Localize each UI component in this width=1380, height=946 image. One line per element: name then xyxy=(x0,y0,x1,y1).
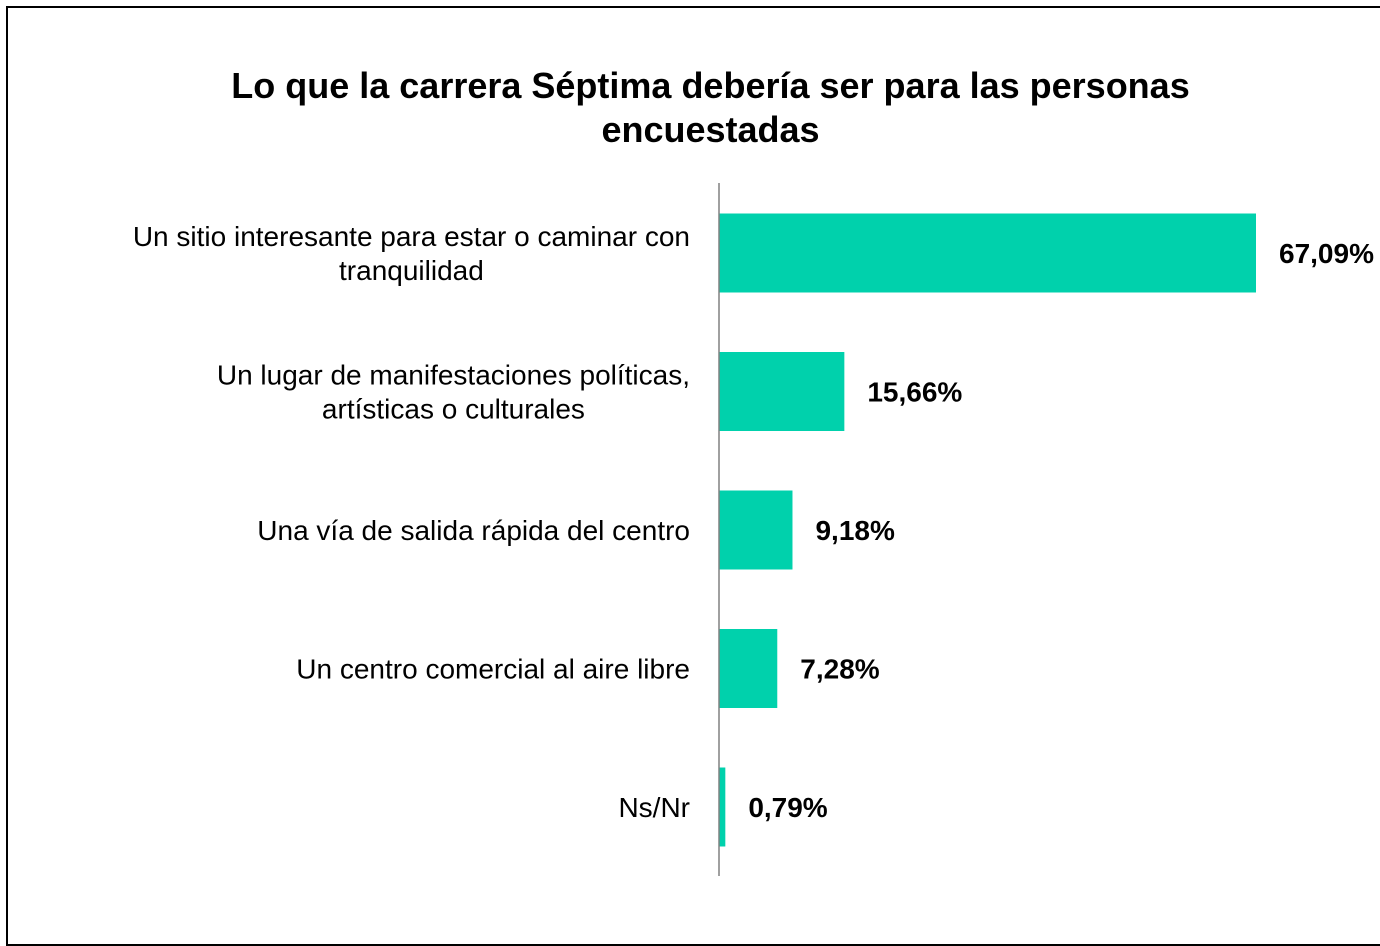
value-label-2: 15,66% xyxy=(867,377,962,408)
chart-frame: Lo que la carrera Séptima debería ser pa… xyxy=(6,6,1380,946)
category-label-5: Ns/Nr xyxy=(618,792,690,823)
value-label-3: 9,18% xyxy=(815,515,894,546)
bars-layer xyxy=(719,213,1256,847)
category-label-line: Un lugar de manifestaciones políticas, xyxy=(217,360,690,391)
category-label-line: Ns/Nr xyxy=(618,792,690,823)
category-label-line: Un sitio interesante para estar o camina… xyxy=(133,221,690,252)
bar-4 xyxy=(719,629,778,708)
category-label-3: Una vía de salida rápida del centro xyxy=(257,515,690,546)
bar-1 xyxy=(719,213,1256,293)
value-label-1: 67,09% xyxy=(1279,238,1374,269)
value-label-5: 0,79% xyxy=(748,792,827,823)
category-label-line: Un centro comercial al aire libre xyxy=(296,654,690,685)
category-label-line: artísticas o culturales xyxy=(322,394,585,425)
category-label-line: Una vía de salida rápida del centro xyxy=(257,515,690,546)
bar-5 xyxy=(719,767,726,847)
bar-3 xyxy=(719,490,793,570)
category-label-4: Un centro comercial al aire libre xyxy=(296,654,690,685)
value-label-4: 7,28% xyxy=(800,654,879,685)
chart-title: Lo que la carrera Séptima debería ser pa… xyxy=(231,65,1190,150)
category-label-line: tranquilidad xyxy=(339,255,484,286)
bar-2 xyxy=(719,352,845,431)
labels-layer: 67,09% Un sitio interesante para estar o … xyxy=(133,221,1374,823)
category-label-1: Un sitio interesante para estar o camina… xyxy=(133,221,690,286)
category-label-2: Un lugar de manifestaciones políticas, ar… xyxy=(217,360,690,425)
